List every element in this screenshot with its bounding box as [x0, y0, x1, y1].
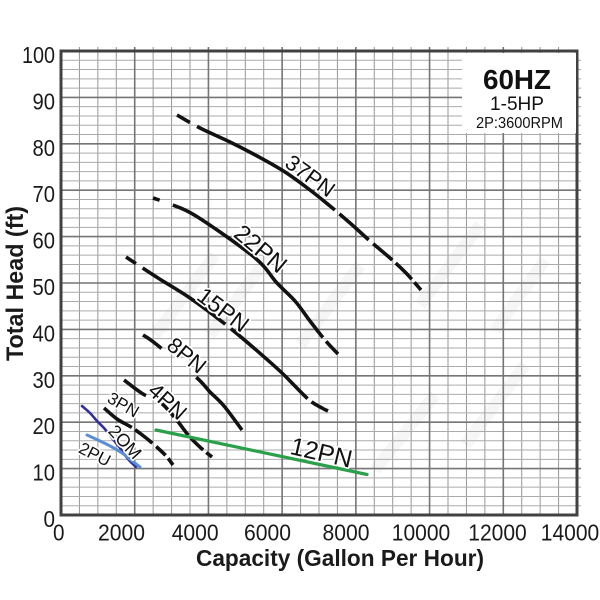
svg-text:0: 0 — [53, 520, 65, 546]
svg-text:2P:3600RPM: 2P:3600RPM — [476, 115, 563, 132]
svg-text:30: 30 — [33, 367, 56, 393]
svg-text:60HZ: 60HZ — [483, 64, 551, 95]
svg-text:100: 100 — [22, 42, 55, 68]
svg-text:10: 10 — [33, 460, 56, 486]
svg-text:50: 50 — [33, 274, 56, 300]
svg-text:70: 70 — [33, 181, 56, 207]
svg-text:10000: 10000 — [392, 520, 451, 546]
svg-text:0: 0 — [44, 506, 56, 532]
svg-text:4000: 4000 — [172, 520, 219, 546]
svg-text:90: 90 — [33, 88, 56, 114]
svg-text:Capacity (Gallon Per Hour): Capacity (Gallon Per Hour) — [196, 545, 484, 571]
svg-text:20: 20 — [33, 413, 56, 439]
svg-text:1-5HP: 1-5HP — [490, 94, 544, 115]
svg-text:8000: 8000 — [323, 520, 370, 546]
svg-text:14000: 14000 — [541, 520, 600, 546]
svg-text:2000: 2000 — [98, 520, 145, 546]
svg-text:6000: 6000 — [244, 520, 291, 546]
svg-text:Total Head (ft): Total Head (ft) — [2, 206, 29, 361]
svg-text:60: 60 — [33, 228, 56, 254]
svg-text:12000: 12000 — [468, 520, 527, 546]
svg-text:80: 80 — [33, 135, 56, 161]
svg-text:40: 40 — [33, 320, 56, 346]
